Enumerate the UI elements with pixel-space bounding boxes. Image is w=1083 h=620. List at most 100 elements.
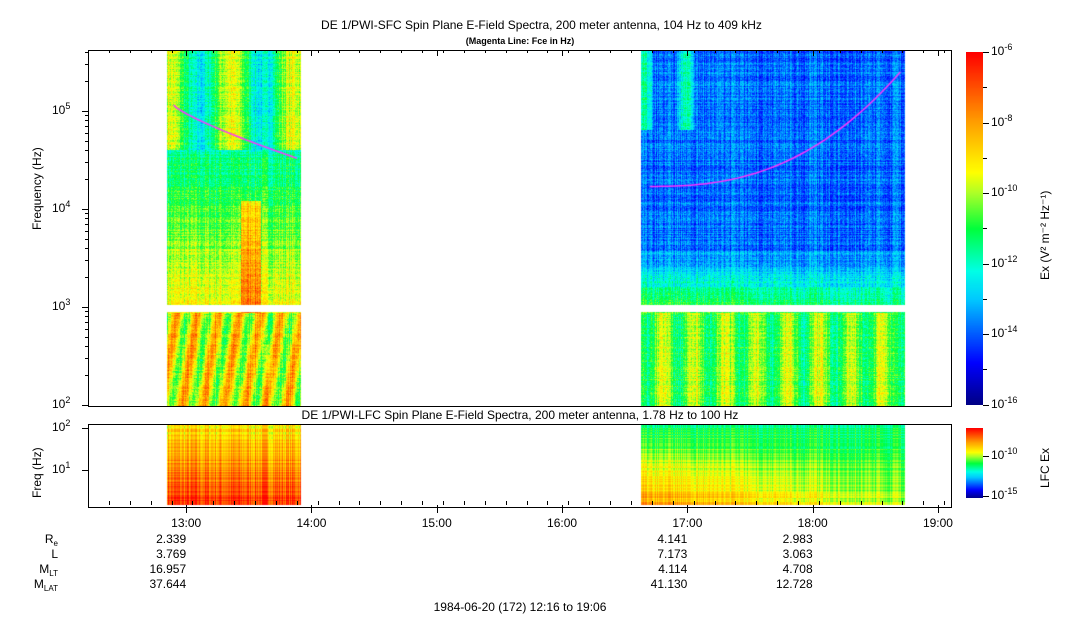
x-minor-tick xyxy=(192,501,194,505)
top-subtitle: (Magenta Line: Fce in Hz) xyxy=(465,36,575,46)
x-minor-tick-top xyxy=(651,50,653,53)
x-minor-tick xyxy=(108,501,110,505)
bottom-colorbar-tick xyxy=(983,496,989,497)
ephemeris-value: 4.114 xyxy=(658,562,688,576)
x-minor-tick-top xyxy=(317,50,319,53)
x-tick-label: 16:00 xyxy=(547,516,578,530)
x-minor-tick-top xyxy=(463,50,465,53)
ephemeris-value: 12.728 xyxy=(775,577,813,591)
x-minor-tick-top xyxy=(735,50,737,53)
x-minor-tick xyxy=(735,501,737,505)
tick-exponent: -14 xyxy=(1004,324,1018,335)
x-minor-tick xyxy=(714,501,716,505)
x-tick-label: 19:00 xyxy=(922,516,953,530)
y-tick-label: 104 xyxy=(52,199,71,215)
x-tick-label: 17:00 xyxy=(672,516,703,530)
bottom-colorbar-label: LFC Ex xyxy=(1038,447,1052,488)
tick-exponent: -15 xyxy=(1004,486,1018,496)
x-minor-tick-top xyxy=(443,50,445,53)
tick-exponent: 2 xyxy=(65,418,71,428)
x-tick xyxy=(186,505,188,513)
ephemeris-value: 41.130 xyxy=(650,577,688,591)
x-minor-tick xyxy=(610,501,612,505)
tick-exponent: 2 xyxy=(65,395,71,405)
colorbar-tick xyxy=(983,52,989,53)
ephemeris-value: 7.173 xyxy=(657,547,688,561)
y-minor-tick xyxy=(85,81,88,83)
ephemeris-label: Re xyxy=(44,532,58,548)
tick-exponent: -16 xyxy=(1004,395,1018,405)
y-minor-tick xyxy=(85,316,88,318)
ephemeris-label: MLT xyxy=(39,562,58,578)
x-minor-tick-top xyxy=(484,50,486,53)
x-minor-tick-top xyxy=(839,50,841,53)
bottom-colorbar-tick xyxy=(983,456,989,457)
x-minor-tick xyxy=(568,501,570,505)
x-tick xyxy=(812,505,814,513)
x-minor-tick-top xyxy=(150,50,152,53)
x-tick-label: 15:00 xyxy=(421,516,452,530)
x-minor-tick xyxy=(672,501,674,505)
x-minor-tick-top xyxy=(213,50,215,53)
x-tick-top xyxy=(562,50,564,56)
colorbar-tick-label: 10-6 xyxy=(991,42,1013,58)
x-tick-label: 14:00 xyxy=(296,516,327,530)
bottom-spectrogram xyxy=(89,425,951,507)
tick-exponent: 1 xyxy=(65,460,71,470)
x-minor-tick-top xyxy=(359,50,361,53)
x-minor-tick-top xyxy=(777,50,779,53)
x-minor-tick xyxy=(547,501,549,505)
y-tick xyxy=(82,307,88,308)
y-minor-tick xyxy=(85,51,88,53)
x-minor-tick-top xyxy=(526,50,528,53)
y-minor-tick xyxy=(85,162,88,164)
x-minor-tick xyxy=(902,501,904,505)
x-minor-tick-top xyxy=(630,50,632,53)
x-minor-tick xyxy=(422,501,424,505)
x-minor-tick-top xyxy=(902,50,904,53)
x-tick-top xyxy=(687,50,689,56)
y-minor-tick xyxy=(85,120,88,122)
ephemeris-value: 3.769 xyxy=(156,547,187,561)
colorbar-minor-tick xyxy=(983,228,987,230)
x-tick-top xyxy=(311,50,313,56)
bottom-colorbar xyxy=(966,428,983,498)
x-minor-tick xyxy=(380,501,382,505)
y-minor-tick xyxy=(85,213,88,215)
x-minor-tick-top xyxy=(798,50,800,53)
x-minor-tick xyxy=(443,501,445,505)
y-minor-tick xyxy=(85,126,88,128)
y-tick xyxy=(82,405,88,406)
x-minor-tick-top xyxy=(401,50,403,53)
ephemeris-label: L xyxy=(51,547,58,561)
x-minor-tick xyxy=(317,501,319,505)
x-minor-tick-top xyxy=(296,50,298,53)
x-tick-label: 18:00 xyxy=(797,516,828,530)
y-minor-tick xyxy=(85,179,88,181)
colorbar-tick xyxy=(983,263,989,265)
y-minor-tick xyxy=(85,230,88,232)
top-spectrogram xyxy=(89,51,951,406)
x-minor-tick xyxy=(171,501,173,505)
x-minor-tick-top xyxy=(171,50,173,53)
x-minor-tick xyxy=(129,501,131,505)
y-minor-tick xyxy=(85,132,88,134)
bottom-y-tick-label: 101 xyxy=(52,460,71,476)
x-minor-tick xyxy=(630,501,632,505)
x-minor-tick xyxy=(255,501,257,505)
x-minor-tick-top xyxy=(129,50,131,53)
x-tick xyxy=(937,505,939,513)
ephemeris-label: MLAT xyxy=(33,577,58,593)
x-minor-tick xyxy=(756,501,758,505)
x-minor-tick-top xyxy=(881,50,883,53)
x-tick xyxy=(311,505,313,513)
bottom-y-tick-label: 102 xyxy=(52,418,71,434)
colorbar-tick-label: 10-12 xyxy=(991,253,1018,270)
y-tick xyxy=(82,111,88,112)
x-minor-tick xyxy=(651,501,653,505)
y-minor-tick xyxy=(85,64,88,66)
x-minor-tick xyxy=(798,501,800,505)
x-minor-tick xyxy=(526,501,528,505)
x-minor-tick-top xyxy=(672,50,674,53)
x-tick-top xyxy=(937,50,939,56)
